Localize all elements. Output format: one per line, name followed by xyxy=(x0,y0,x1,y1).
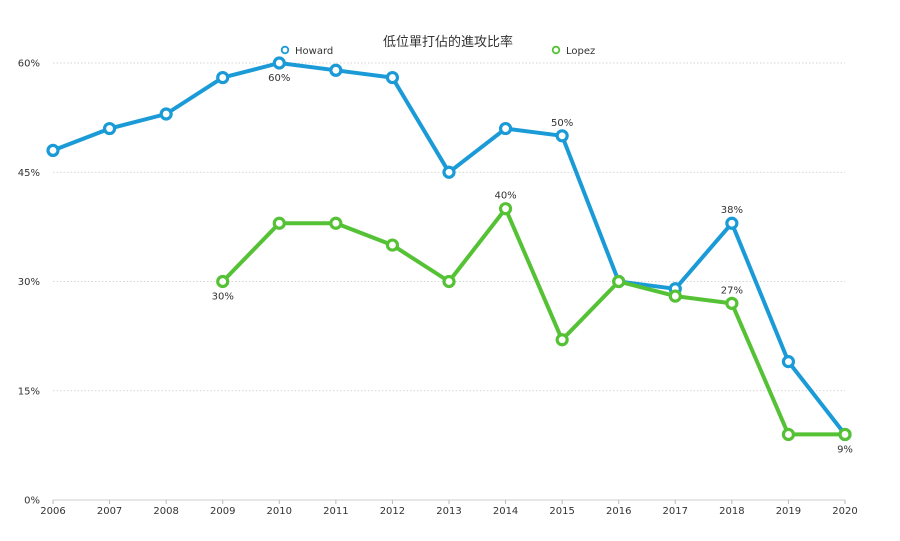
x-tick-label: 2020 xyxy=(832,506,857,517)
data-point-howard xyxy=(46,143,60,157)
x-tick-label: 2015 xyxy=(549,506,574,517)
data-point-lopez xyxy=(442,274,456,289)
data-label-howard: 9% xyxy=(837,444,853,455)
legend-label-lopez: Lopez xyxy=(566,46,595,57)
x-tick-label: 2014 xyxy=(493,506,518,517)
x-tick-label: 2006 xyxy=(40,506,65,517)
legend-marker-howard xyxy=(280,45,290,55)
series-layer xyxy=(46,56,852,442)
data-label-lopez: 27% xyxy=(721,285,743,296)
data-label-howard: 50% xyxy=(551,118,573,129)
series-line-howard xyxy=(51,61,847,437)
x-tick-label: 2018 xyxy=(719,506,744,517)
data-point-howard xyxy=(725,216,739,230)
data-point-howard xyxy=(102,121,117,136)
data-label-lopez: 40% xyxy=(494,191,516,202)
data-point-howard xyxy=(329,63,343,77)
data-point-howard xyxy=(159,107,173,121)
x-tick-label: 2013 xyxy=(436,506,461,517)
data-point-lopez xyxy=(498,202,513,216)
chart-title: 低位單打佔的進攻比率 xyxy=(383,34,513,50)
x-tick-label: 2012 xyxy=(380,506,405,517)
data-point-lopez xyxy=(385,238,400,252)
data-point-lopez xyxy=(725,296,739,310)
data-point-howard xyxy=(385,70,400,85)
data-point-howard xyxy=(216,70,230,85)
data-point-lopez xyxy=(612,274,626,289)
x-tick-label: 2008 xyxy=(153,506,178,517)
data-point-lopez xyxy=(272,216,286,230)
data-point-lopez xyxy=(216,274,230,289)
x-tick-label: 2009 xyxy=(210,506,235,517)
legend: Howard Lopez xyxy=(280,45,595,57)
data-labels: 60% 50% 38% 9% 30% 40% 27% xyxy=(212,73,853,455)
series-line-lopez xyxy=(220,206,847,437)
x-tick-label: 2016 xyxy=(606,506,631,517)
x-tick-label: 2011 xyxy=(323,506,348,517)
data-label-howard: 38% xyxy=(721,205,743,216)
data-label-lopez: 30% xyxy=(212,292,234,303)
legend-marker-lopez xyxy=(551,45,561,55)
data-point-lopez xyxy=(668,289,682,303)
y-tick-label: 60% xyxy=(18,59,40,70)
x-tick-label: 2019 xyxy=(776,506,801,517)
y-tick-label: 15% xyxy=(18,386,40,397)
data-point-howard xyxy=(781,355,796,369)
data-point-lopez xyxy=(555,333,569,347)
data-label-howard: 60% xyxy=(268,73,290,84)
y-tick-label: 0% xyxy=(24,496,40,507)
data-point-howard xyxy=(498,121,513,136)
y-axis: 0% 15% 30% 45% 60% xyxy=(18,59,40,507)
y-tick-label: 30% xyxy=(18,277,40,288)
data-point-lopez xyxy=(781,427,796,442)
data-point-howard xyxy=(442,165,456,179)
x-tick-label: 2010 xyxy=(267,506,292,517)
x-axis: 2006 2007 2008 2009 2010 2011 2012 2013 2014 2015… xyxy=(40,500,858,517)
legend-label-howard: Howard xyxy=(295,46,333,57)
data-point-howard xyxy=(272,56,286,70)
y-tick-label: 45% xyxy=(18,168,40,179)
data-point-howard xyxy=(555,129,569,143)
data-point-lopez xyxy=(838,427,852,442)
x-tick-label: 2007 xyxy=(97,506,122,517)
x-tick-label: 2017 xyxy=(663,506,688,517)
data-point-lopez xyxy=(329,216,343,230)
